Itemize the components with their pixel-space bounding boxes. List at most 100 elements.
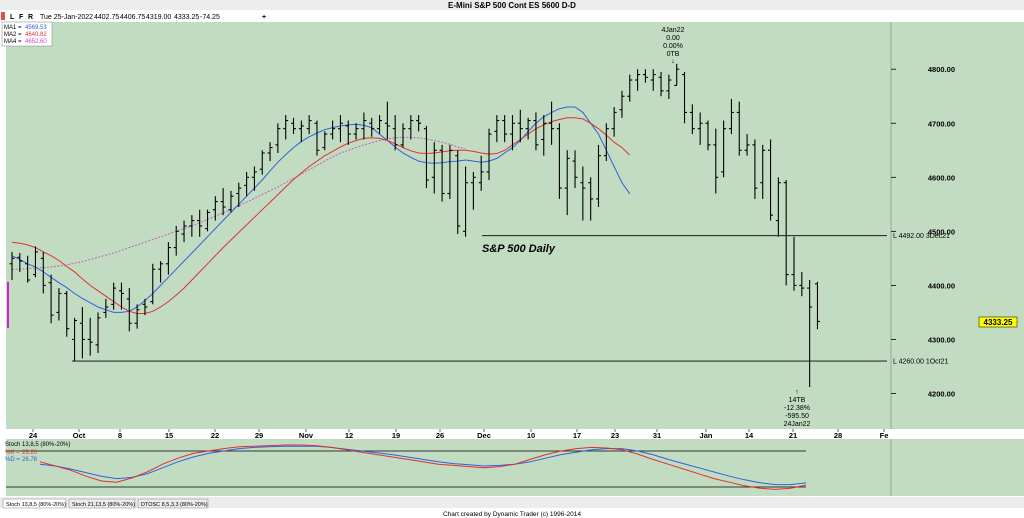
ohlc-bar <box>486 128 492 181</box>
legend-ma2-value: 4640.82 <box>25 32 47 38</box>
y-tick-label: 4200.00 <box>928 390 955 399</box>
ohlc-bar <box>736 101 742 156</box>
tab-dtosc-label: DTOSC 8,5,3,3 (80%-20%) <box>141 502 208 508</box>
tab-stoch-21[interactable] <box>68 498 136 509</box>
x-tick-label: 12 <box>345 431 353 440</box>
ohlc-bar <box>775 177 781 237</box>
ohlc-bar <box>596 144 601 208</box>
ohlc-bar <box>56 288 62 321</box>
x-tick-label: Jan <box>700 431 713 440</box>
tab-bar <box>0 497 1024 508</box>
ohlc-bar <box>478 155 484 191</box>
last-price-value: 4333.25 <box>984 318 1013 327</box>
ohlc-bar <box>189 215 195 237</box>
ohlc-bar <box>744 134 750 156</box>
x-tick-label: 29 <box>255 431 263 440</box>
ohlc-bar <box>111 282 117 310</box>
x-tick-label: 22 <box>211 431 219 440</box>
toolbar-button-r[interactable]: R <box>28 14 33 21</box>
annotation-high-line-1: 4Jan22 <box>662 27 685 34</box>
stoch-scale <box>891 439 1024 496</box>
annotation-high-arrow: ↓ <box>671 58 675 65</box>
ma4-line <box>12 136 466 270</box>
ohlc-bar <box>721 120 727 178</box>
annotation-low-line-4: 24Jan22 <box>784 421 811 428</box>
y-tick-label: 4500.00 <box>928 227 955 236</box>
ohlc-bar <box>306 115 312 135</box>
ohlc-bar <box>549 101 555 145</box>
ohlc-bar <box>79 307 85 359</box>
ohlc-bar <box>244 171 250 197</box>
ohlc-bar <box>768 139 774 221</box>
x-tick-label: 24 <box>29 431 38 440</box>
footer-credit: Chart created by Dynamic Trader (c) 1996… <box>443 511 581 518</box>
ohlc-bar <box>603 123 609 162</box>
ohlc-bar <box>642 69 648 83</box>
ohlc-bar <box>158 261 164 283</box>
ohlc-bar <box>760 144 766 199</box>
x-tick-label: 26 <box>436 431 444 440</box>
ohlc-bar <box>181 220 187 243</box>
toolbar-button-f[interactable]: F <box>19 14 24 21</box>
ohlc-bar <box>134 304 140 329</box>
ohlc-bar <box>674 63 680 86</box>
ohlc-bar <box>322 131 328 151</box>
ohlc-bar <box>103 298 109 318</box>
ohlc-bar <box>25 255 31 283</box>
ohlc-bar <box>619 90 625 118</box>
x-tick-label: Fe <box>880 431 889 440</box>
ohlc-bar <box>580 166 586 221</box>
stoch-k-value: 23.20 <box>22 450 38 456</box>
tab-stoch-13[interactable] <box>2 498 67 509</box>
ohlc-bar <box>470 171 476 210</box>
ohlc-bar <box>627 74 633 102</box>
toolbar-button-l[interactable]: L <box>10 14 15 21</box>
ohlc-bar <box>392 115 398 151</box>
ma2-line <box>11 117 631 314</box>
ohlc-bar <box>439 144 445 202</box>
ohlc-bar <box>650 69 656 91</box>
x-tick-label: 8 <box>118 431 122 440</box>
add-button[interactable]: + <box>262 14 266 21</box>
legend-ma4-label: MA4 = <box>4 39 22 45</box>
toolbar-high: 4406.75 <box>120 14 145 21</box>
ohlc-bar <box>752 139 758 199</box>
ohlc-bar <box>173 225 179 256</box>
ohlc-bar <box>72 317 78 362</box>
ohlc-bar <box>635 69 641 91</box>
ohlc-bar <box>118 282 124 310</box>
x-tick-label: 31 <box>653 431 661 440</box>
y-tick-label: 4700.00 <box>928 119 955 128</box>
ohlc-bar <box>291 117 297 135</box>
tab-dtosc[interactable] <box>137 498 209 509</box>
stoch-k-label: %K = <box>5 450 20 456</box>
ohlc-bar <box>345 120 351 145</box>
ohlc-bar <box>541 115 547 156</box>
ohlc-bar <box>564 150 570 216</box>
y-tick-label: 4400.00 <box>928 281 955 290</box>
y-tick-label: 4800.00 <box>928 65 955 74</box>
y-tick-label: 4600.00 <box>928 173 955 182</box>
title-bar <box>0 0 1024 10</box>
last-price-tag <box>978 316 1018 328</box>
toolbar <box>0 11 1024 21</box>
ohlc-bar <box>48 274 54 324</box>
annotation-low-line-2: -12.38% <box>784 405 810 412</box>
ohlc-bar <box>220 188 226 216</box>
ohlc-bar <box>369 117 375 137</box>
ohlc-bar <box>682 71 688 124</box>
ohlc-bar <box>228 190 234 213</box>
ohlc-bar <box>400 123 406 148</box>
ohlc-bar <box>455 150 461 235</box>
x-tick-label: 19 <box>392 431 400 440</box>
ohlc-bar <box>408 115 414 140</box>
stoch-d-value: 26.78 <box>22 457 38 463</box>
ohlc-bar <box>713 128 719 194</box>
x-tick-label: Oct <box>73 431 86 440</box>
ohlc-bar <box>502 115 508 143</box>
legend-ma1-value: 4569.53 <box>25 25 47 31</box>
ohlc-bar <box>384 101 390 140</box>
ohlc-bar <box>40 251 46 294</box>
ohlc-bar <box>165 242 171 275</box>
left-marker <box>7 282 9 328</box>
